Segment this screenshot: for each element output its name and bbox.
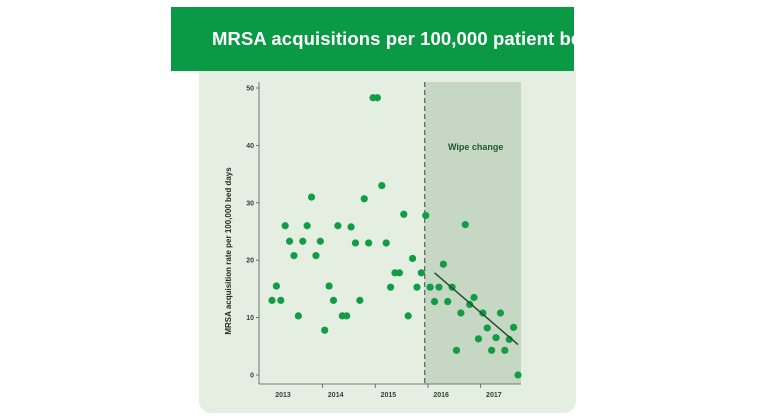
data-point <box>321 326 329 334</box>
data-point <box>351 239 360 247</box>
wipe-change-annotation: Wipe change <box>448 142 503 152</box>
data-point <box>373 94 382 102</box>
y-tick-label: 10 <box>246 315 254 322</box>
chart-header: MRSA acquisitions per 100,000 patient be… <box>171 7 640 71</box>
data-point <box>496 309 505 317</box>
x-tick-label: 2017 <box>486 392 502 399</box>
data-point <box>343 312 351 320</box>
data-point <box>461 221 469 229</box>
data-point <box>505 335 513 344</box>
data-point <box>514 371 522 379</box>
data-point <box>435 283 443 291</box>
data-point <box>439 260 447 268</box>
y-tick-label: 50 <box>246 86 254 93</box>
data-point <box>281 222 289 230</box>
data-point <box>290 252 298 260</box>
trend-line <box>434 272 519 346</box>
data-point <box>452 346 461 354</box>
data-point <box>479 309 487 317</box>
y-tick-label: 30 <box>246 200 254 207</box>
data-point <box>268 296 276 304</box>
data-point <box>285 237 294 245</box>
data-point <box>312 252 320 260</box>
data-point <box>501 346 509 354</box>
x-tick-label: 2013 <box>275 392 291 399</box>
data-point <box>430 297 439 306</box>
data-point <box>474 335 483 343</box>
data-point <box>277 296 285 304</box>
data-point <box>457 309 465 317</box>
data-point <box>316 237 324 245</box>
data-point <box>466 300 474 308</box>
data-point <box>426 283 434 291</box>
data-point <box>400 210 408 218</box>
data-point <box>325 282 333 290</box>
data-point <box>307 193 316 201</box>
data-point <box>417 269 425 277</box>
data-point <box>378 181 386 190</box>
y-axis-title: MRSA acquisition rate per 100,000 bed da… <box>224 167 233 335</box>
x-axis-ticks: 2013 2014 2015 2016 2017 <box>275 384 502 399</box>
data-point <box>387 283 395 291</box>
data-point <box>413 283 421 291</box>
data-point <box>444 297 452 306</box>
y-axis-ticks: 0 10 20 30 40 50 <box>246 86 259 380</box>
data-point <box>347 223 355 231</box>
trend-line-group <box>434 272 519 346</box>
data-point <box>360 195 368 203</box>
x-tick-label: 2014 <box>328 392 344 399</box>
data-point <box>492 334 500 342</box>
data-point <box>334 222 342 230</box>
x-tick-label: 2015 <box>381 392 397 399</box>
chart-axes <box>258 82 521 385</box>
data-point <box>395 269 403 277</box>
data-point <box>356 296 364 304</box>
data-point <box>303 222 311 230</box>
data-point <box>382 239 390 247</box>
data-point <box>422 211 430 220</box>
data-point <box>510 323 518 331</box>
data-points <box>268 94 522 379</box>
data-point <box>329 296 338 304</box>
x-tick-label: 2016 <box>433 392 449 399</box>
data-point <box>404 312 412 320</box>
data-point <box>365 239 373 247</box>
data-point <box>294 312 302 320</box>
y-tick-label: 20 <box>246 258 254 265</box>
data-point <box>299 237 307 245</box>
y-tick-label: 0 <box>250 373 254 380</box>
header-title: MRSA acquisitions per 100,000 patient be… <box>212 28 641 49</box>
data-point <box>483 324 491 332</box>
data-point <box>488 346 496 354</box>
y-tick-label: 40 <box>246 143 254 150</box>
data-point <box>408 254 417 263</box>
data-point <box>272 282 280 290</box>
data-point <box>470 293 478 302</box>
